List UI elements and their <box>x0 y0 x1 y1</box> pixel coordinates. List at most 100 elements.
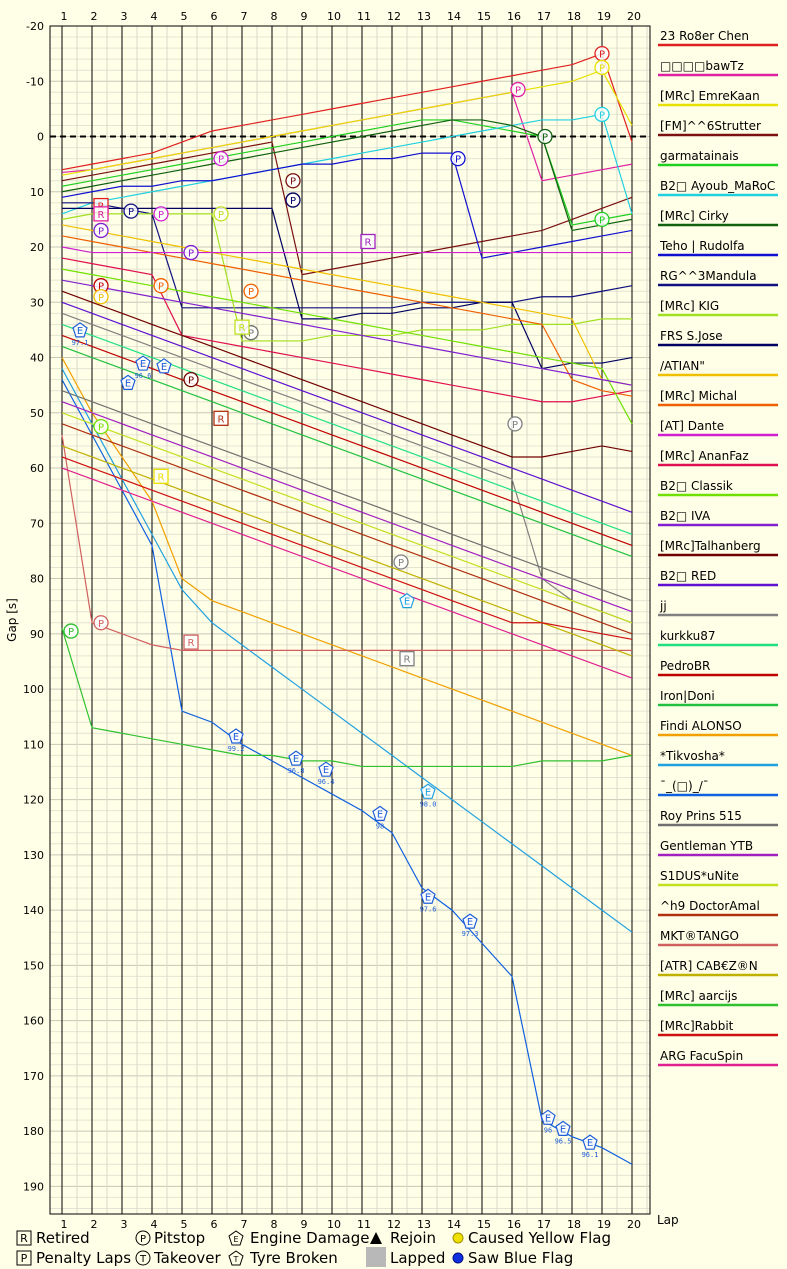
engine-damage-value: 96.6 <box>135 372 152 380</box>
svg-text:P: P <box>21 1252 28 1265</box>
series-line <box>61 290 633 458</box>
engine-damage-value: 98 <box>376 822 384 830</box>
retired-marker <box>234 319 250 335</box>
engine-damage-marker <box>288 750 304 766</box>
legend-entry-label: *Tikvosha* <box>660 749 725 763</box>
y-tick-label: 110 <box>23 738 44 751</box>
engine-damage-marker <box>462 913 478 929</box>
legend-entry-label: [MRc] AnanFaz <box>660 449 749 463</box>
series-line <box>61 119 633 226</box>
engine-damage-value: 99.2 <box>228 745 245 753</box>
series-line <box>61 628 633 768</box>
retired-letter: R <box>98 210 105 221</box>
x-tick-label-top: 14 <box>447 10 461 23</box>
svg-text:E: E <box>233 1235 238 1244</box>
y-tick-label: 120 <box>23 794 44 807</box>
svg-text:Engine Damage: Engine Damage <box>250 1229 369 1247</box>
x-tick-label-top: 16 <box>507 10 521 23</box>
x-tick-label-top: 11 <box>357 10 371 23</box>
legend-entry-label: [MRc] Cirky <box>660 209 729 223</box>
y-tick-label: -20 <box>26 20 44 33</box>
engine-damage-marker <box>120 374 136 390</box>
legend-entry-label: S1DUS*uNite <box>660 869 739 883</box>
series-line <box>61 467 633 679</box>
engine-damage-marker <box>228 728 244 744</box>
key-penalty: P Penalty Laps <box>16 1249 131 1267</box>
y-tick-label: 100 <box>23 683 44 696</box>
legend-entry-label: PedroBR <box>660 659 710 673</box>
series-line <box>62 202 633 309</box>
y-tick-label: 90 <box>30 628 44 641</box>
axes: -20-100102030405060708090100110120130140… <box>23 10 651 1231</box>
engine-damage-marker <box>135 355 151 371</box>
key-saw-blue: Saw Blue Flag <box>452 1249 573 1267</box>
series-line <box>61 52 633 171</box>
series-line <box>61 119 633 232</box>
x-tick-label-top: 1 <box>61 10 68 23</box>
y-tick-label: 30 <box>30 296 44 309</box>
series-line <box>61 69 633 176</box>
retired-letter: R <box>239 323 246 334</box>
engine-letter: E <box>587 1138 593 1149</box>
y-tick-label: 130 <box>23 849 44 862</box>
legend-entry-label: jj <box>659 599 667 613</box>
series-line <box>61 312 633 624</box>
series-line <box>61 401 633 613</box>
legend-entry-label: B2□ Ayoub_MaRoC <box>660 179 775 193</box>
x-tick-label-bottom: 19 <box>597 1218 611 1231</box>
pitstop-marker <box>213 206 229 222</box>
legend-entry-label: garmatainais <box>660 149 739 163</box>
pitstop-marker <box>285 192 301 208</box>
x-tick-label-bottom: 4 <box>151 1218 158 1231</box>
pitstop-letter: P <box>98 423 104 434</box>
x-axis-title: Lap <box>657 1213 679 1227</box>
series-line <box>61 246 632 254</box>
pitstop-letter: P <box>542 133 548 144</box>
series-line <box>61 345 633 558</box>
key-retired: R Retired <box>16 1229 90 1247</box>
engine-letter: E <box>377 809 383 820</box>
pitstop-marker <box>93 615 109 631</box>
legend-entry-label: B2□ Classik <box>660 479 733 493</box>
engine-letter: E <box>467 917 473 928</box>
engine-damage-marker <box>420 888 436 904</box>
series-line <box>61 412 633 624</box>
pitstop-marker <box>285 173 301 189</box>
legend-entry-label: MKT®TANGO <box>660 929 739 943</box>
x-tick-label-top: 9 <box>301 10 308 23</box>
retired-letter: R <box>404 655 411 666</box>
pitstop-letter: P <box>290 177 296 188</box>
pitstop-marker <box>537 128 553 145</box>
legend-entry-label: ^h9 DoctorAmal <box>660 899 760 913</box>
pitstop-marker <box>507 416 523 432</box>
pitstop-letter: P <box>218 210 224 221</box>
pitstop-marker <box>153 206 169 222</box>
x-tick-label-bottom: 14 <box>447 1218 461 1231</box>
engine-damage-value: 96 <box>544 1126 552 1134</box>
legend-entry-label: ¯_(□)_/¯ <box>660 779 709 793</box>
x-tick-label-top: 18 <box>567 10 581 23</box>
x-tick-label-bottom: 5 <box>181 1218 188 1231</box>
retired-marker <box>360 233 376 250</box>
x-tick-label-bottom: 13 <box>417 1218 431 1231</box>
x-tick-label-top: 6 <box>211 10 218 23</box>
x-tick-label-bottom: 11 <box>357 1218 371 1231</box>
pitstop-marker <box>450 150 466 167</box>
y-tick-label: 160 <box>23 1015 44 1028</box>
y-tick-label: 70 <box>30 517 44 530</box>
pitstop-marker <box>123 203 139 219</box>
legend-entry-label: Iron|Doni <box>660 689 715 703</box>
x-tick-label-top: 5 <box>181 10 188 23</box>
pitstop-letter: P <box>98 226 104 237</box>
engine-letter: E <box>425 787 431 798</box>
svg-text:Saw Blue Flag: Saw Blue Flag <box>468 1249 573 1267</box>
pitstop-letter: P <box>398 558 404 569</box>
legend-entry-label: FRS S.Jose <box>660 329 723 343</box>
engine-letter: E <box>161 362 167 373</box>
engine-damage-marker <box>372 805 388 821</box>
x-tick-label-top: 15 <box>477 10 491 23</box>
x-tick-label-bottom: 15 <box>477 1218 491 1231</box>
y-tick-label: 10 <box>30 186 44 199</box>
x-tick-label-top: 2 <box>91 10 98 23</box>
series-line <box>61 113 633 215</box>
